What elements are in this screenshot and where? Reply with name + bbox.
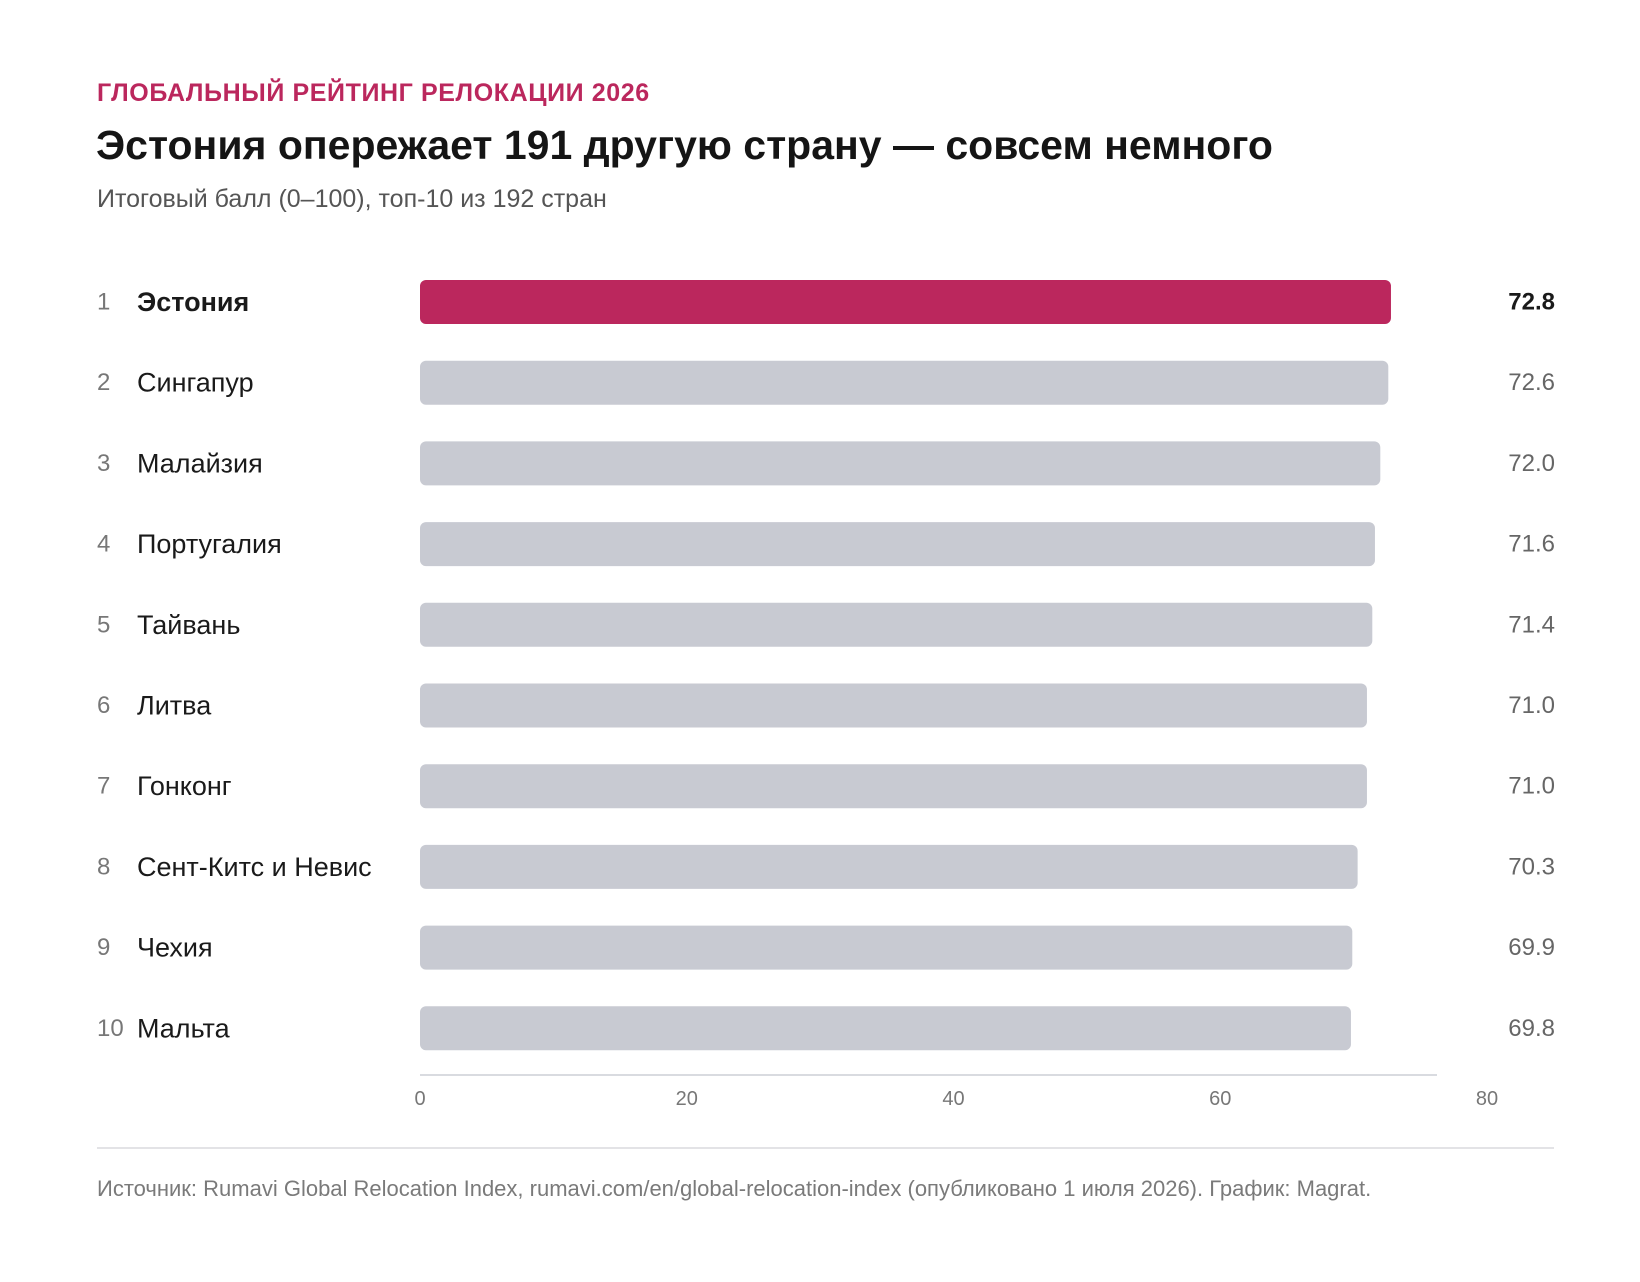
chart-subtitle: Итоговый балл (0–100), топ-10 из 192 стр… [97, 185, 607, 213]
chart-kicker: ГЛОБАЛЬНЫЙ РЕЙТИНГ РЕЛОКАЦИИ 2026 [97, 79, 650, 107]
value-label: 72.0 [1508, 450, 1555, 477]
value-label: 71.0 [1508, 773, 1555, 800]
value-label: 71.0 [1508, 692, 1555, 719]
x-tick-label: 20 [676, 1088, 698, 1110]
country-label: Малайзия [137, 448, 263, 478]
value-label: 70.3 [1508, 853, 1555, 880]
bar [420, 522, 1375, 567]
bar [420, 441, 1381, 486]
rank-label: 6 [97, 692, 110, 719]
x-tick-label: 60 [1209, 1088, 1231, 1110]
value-label: 69.8 [1508, 1015, 1555, 1042]
bar [420, 1006, 1351, 1051]
rank-label: 9 [97, 934, 110, 961]
rank-label: 7 [97, 773, 110, 800]
value-label: 71.4 [1508, 611, 1555, 638]
country-label: Тайвань [137, 610, 240, 640]
value-label: 72.8 [1508, 289, 1555, 316]
country-label: Гонконг [137, 771, 232, 801]
rank-label: 3 [97, 450, 110, 477]
bar [420, 360, 1389, 405]
x-tick-label: 40 [942, 1088, 964, 1110]
country-label: Сент-Китс и Невис [137, 852, 372, 882]
rank-label: 1 [97, 289, 110, 316]
rank-label: 5 [97, 611, 110, 638]
bar [420, 925, 1353, 970]
source-note: Источник: Rumavi Global Relocation Index… [97, 1176, 1372, 1201]
rank-label: 10 [97, 1015, 124, 1042]
country-label: Мальта [137, 1013, 231, 1043]
bar-highlight [420, 280, 1391, 324]
rank-label: 2 [97, 369, 110, 396]
country-label: Эстония [137, 287, 249, 317]
bar [420, 844, 1358, 889]
value-label: 72.6 [1508, 369, 1555, 396]
country-label: Чехия [137, 933, 213, 963]
bar [420, 764, 1367, 809]
footer-divider [97, 1147, 1554, 1149]
rank-label: 8 [97, 853, 110, 880]
x-tick-label: 0 [414, 1088, 425, 1110]
value-label: 69.9 [1508, 934, 1555, 961]
x-tick-label: 80 [1476, 1088, 1498, 1110]
bar [420, 602, 1373, 647]
chart-title: Эстония опережает 191 другую страну — со… [96, 122, 1273, 168]
value-label: 71.6 [1508, 531, 1555, 558]
bar [420, 683, 1367, 728]
country-label: Португалия [137, 529, 282, 559]
country-label: Литва [137, 691, 212, 721]
rank-label: 4 [97, 531, 110, 558]
country-label: Сингапур [137, 368, 254, 398]
